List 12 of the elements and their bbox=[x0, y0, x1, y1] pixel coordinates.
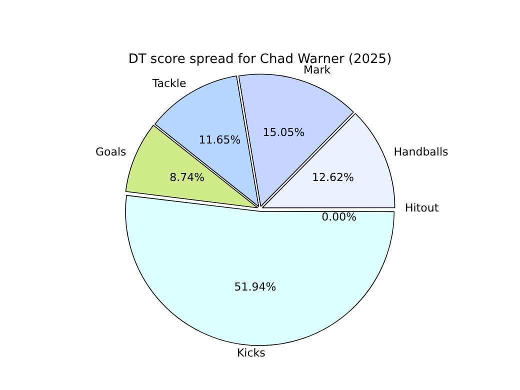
text: 0.00% bbox=[322, 210, 357, 224]
data-label: 12.62% bbox=[312, 171, 354, 184]
category-label: Hitout bbox=[404, 202, 439, 215]
data-label: 15.05% bbox=[262, 126, 305, 140]
slice-label: Kicks bbox=[236, 346, 266, 360]
data-label: 51.94% bbox=[234, 280, 276, 294]
slice-label: Goals bbox=[95, 146, 127, 159]
data-label: 11.65% bbox=[198, 134, 241, 147]
slice-label: Mark bbox=[304, 63, 332, 76]
slice-label: Handballs bbox=[394, 146, 449, 159]
slice-label: Tackle bbox=[151, 76, 186, 90]
data-label: 8.74% bbox=[170, 171, 205, 184]
